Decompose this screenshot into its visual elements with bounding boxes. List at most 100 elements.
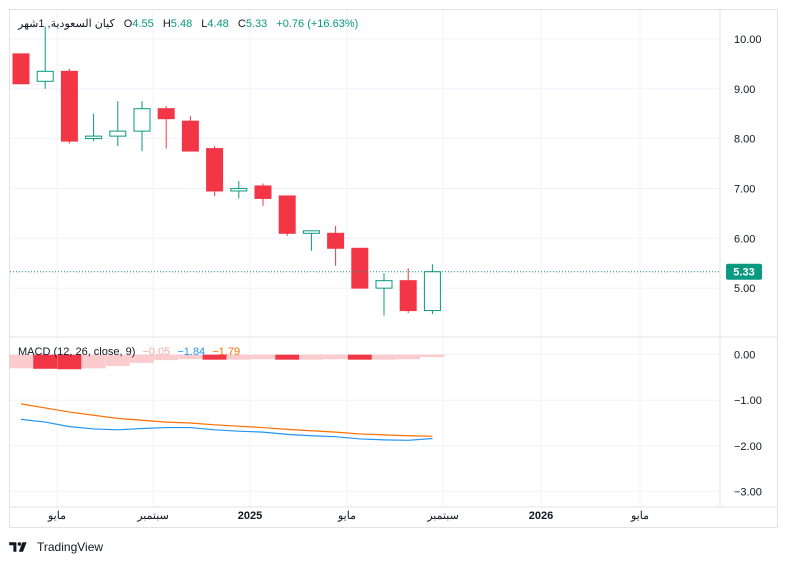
price-axis: 10.00 9.00 8.00 7.00 6.00 5.00 (734, 34, 762, 295)
candle (302, 230, 320, 251)
candle (181, 116, 199, 152)
macd-histogram-bar (347, 354, 372, 360)
time-tick-label: مايو (47, 510, 66, 522)
candle-body (36, 70, 54, 82)
macd-legend: MACD (12, 26, close, 9) −0.05 −1.84 −1.7… (18, 346, 240, 358)
price-tick-label: 5.00 (734, 283, 755, 295)
price-legend: كيان السعودية, 1شهر O4.55 H5.48 L4.48 C5… (18, 17, 358, 30)
candle-body (181, 120, 199, 152)
grid-lines (10, 10, 720, 507)
chart-frame (9, 9, 778, 528)
candle-body (230, 187, 248, 192)
time-tick-label: 2026 (529, 510, 553, 522)
tradingview-logo-icon (9, 542, 27, 552)
candle-body (375, 280, 393, 289)
candle-body (254, 185, 272, 199)
signal-line (20, 403, 433, 437)
candle (133, 101, 151, 152)
candle (230, 180, 248, 199)
candle (254, 183, 272, 206)
macd-signal-value: −1.79 (212, 346, 241, 358)
macd-lines (20, 403, 433, 441)
macd-histogram-bar (251, 354, 275, 360)
time-tick-label: مايو (630, 510, 649, 522)
macd-tick-label: 0.00 (734, 350, 755, 362)
macd-histogram-bar (299, 354, 324, 360)
candle (36, 26, 54, 89)
macd-line (20, 418, 433, 441)
candle-body (399, 280, 417, 312)
macd-histogram-bar (154, 354, 179, 361)
candle (12, 53, 30, 85)
last-price-badge: 5.33 (726, 263, 762, 280)
candle-body (157, 108, 175, 120)
candle (109, 101, 127, 147)
low-value: 4.48 (207, 18, 229, 30)
candle (278, 195, 296, 236)
candle (85, 113, 103, 142)
candle (206, 146, 224, 196)
macd-axis: 0.00 −1.00 −2.00 −3.00 (734, 350, 762, 499)
candle-body (133, 108, 151, 132)
low-label: L (201, 18, 208, 30)
candle (327, 225, 345, 266)
macd-histogram-bar (226, 354, 251, 360)
macd-histogram-bar (178, 354, 203, 360)
brand-name: TradingView (37, 540, 104, 554)
macd-tick-label: −1.00 (734, 395, 762, 407)
candle (375, 273, 393, 316)
candle (399, 268, 417, 314)
symbol-title[interactable]: كيان السعودية, 1شهر (18, 18, 115, 30)
candle-body (85, 135, 103, 140)
tradingview-brand[interactable]: TradingView (9, 540, 103, 554)
price-tick-label: 7.00 (734, 183, 755, 195)
candle-body (206, 148, 224, 192)
macd-tick-label: −2.00 (734, 441, 762, 453)
candle-body (351, 247, 369, 289)
candle-body (109, 130, 127, 137)
open-label: O (123, 18, 133, 30)
macd-histogram-bar (202, 354, 227, 360)
macd-hist-value: −0.05 (142, 346, 171, 358)
macd-histogram-bar (275, 354, 300, 360)
candle-body (60, 70, 78, 142)
macd-histogram-bar (420, 354, 445, 357)
close-label: C (237, 18, 246, 30)
last-price-value: 5.33 (733, 267, 754, 279)
candle-body (327, 232, 345, 249)
macd-histogram-bar (130, 354, 154, 363)
time-tick-label: سبتمبر (136, 510, 169, 522)
macd-line-value: −1.84 (177, 346, 206, 358)
time-tick-label: مايو (337, 510, 356, 522)
candle (423, 264, 441, 315)
macd-histogram-bar (105, 354, 130, 367)
price-tick-label: 9.00 (734, 84, 755, 96)
candle (351, 247, 369, 289)
high-value: 5.48 (170, 18, 193, 30)
macd-title[interactable]: MACD (12, 26, close, 9) (18, 346, 136, 358)
macd-histogram-bar (33, 354, 58, 369)
time-tick-label: سبتمبر (426, 510, 459, 522)
macd-tick-label: −3.00 (734, 486, 762, 498)
macd-histogram-bar (396, 354, 421, 360)
open-value: 4.55 (132, 18, 154, 30)
candle (60, 68, 78, 144)
time-tick-label: 2025 (238, 510, 262, 522)
macd-histogram-bar (372, 354, 396, 360)
macd-histogram (9, 354, 445, 370)
price-tick-label: 6.00 (734, 233, 755, 245)
candles (12, 26, 441, 316)
candle-body (12, 53, 30, 85)
macd-histogram-bar (9, 354, 33, 369)
close-value: 5.33 (245, 18, 268, 30)
price-tick-label: 10.00 (734, 34, 762, 46)
macd-histogram-bar (323, 354, 348, 360)
macd-histogram-bar (81, 354, 106, 369)
high-label: H (162, 18, 171, 30)
candle-body (278, 195, 296, 234)
candle (157, 106, 175, 149)
time-axis: مايو سبتمبر 2025 مايو سبتمبر 2026 مايو (47, 510, 649, 522)
change-value: +0.76 (+16.63%) (276, 18, 359, 30)
candle-body (302, 230, 320, 234)
